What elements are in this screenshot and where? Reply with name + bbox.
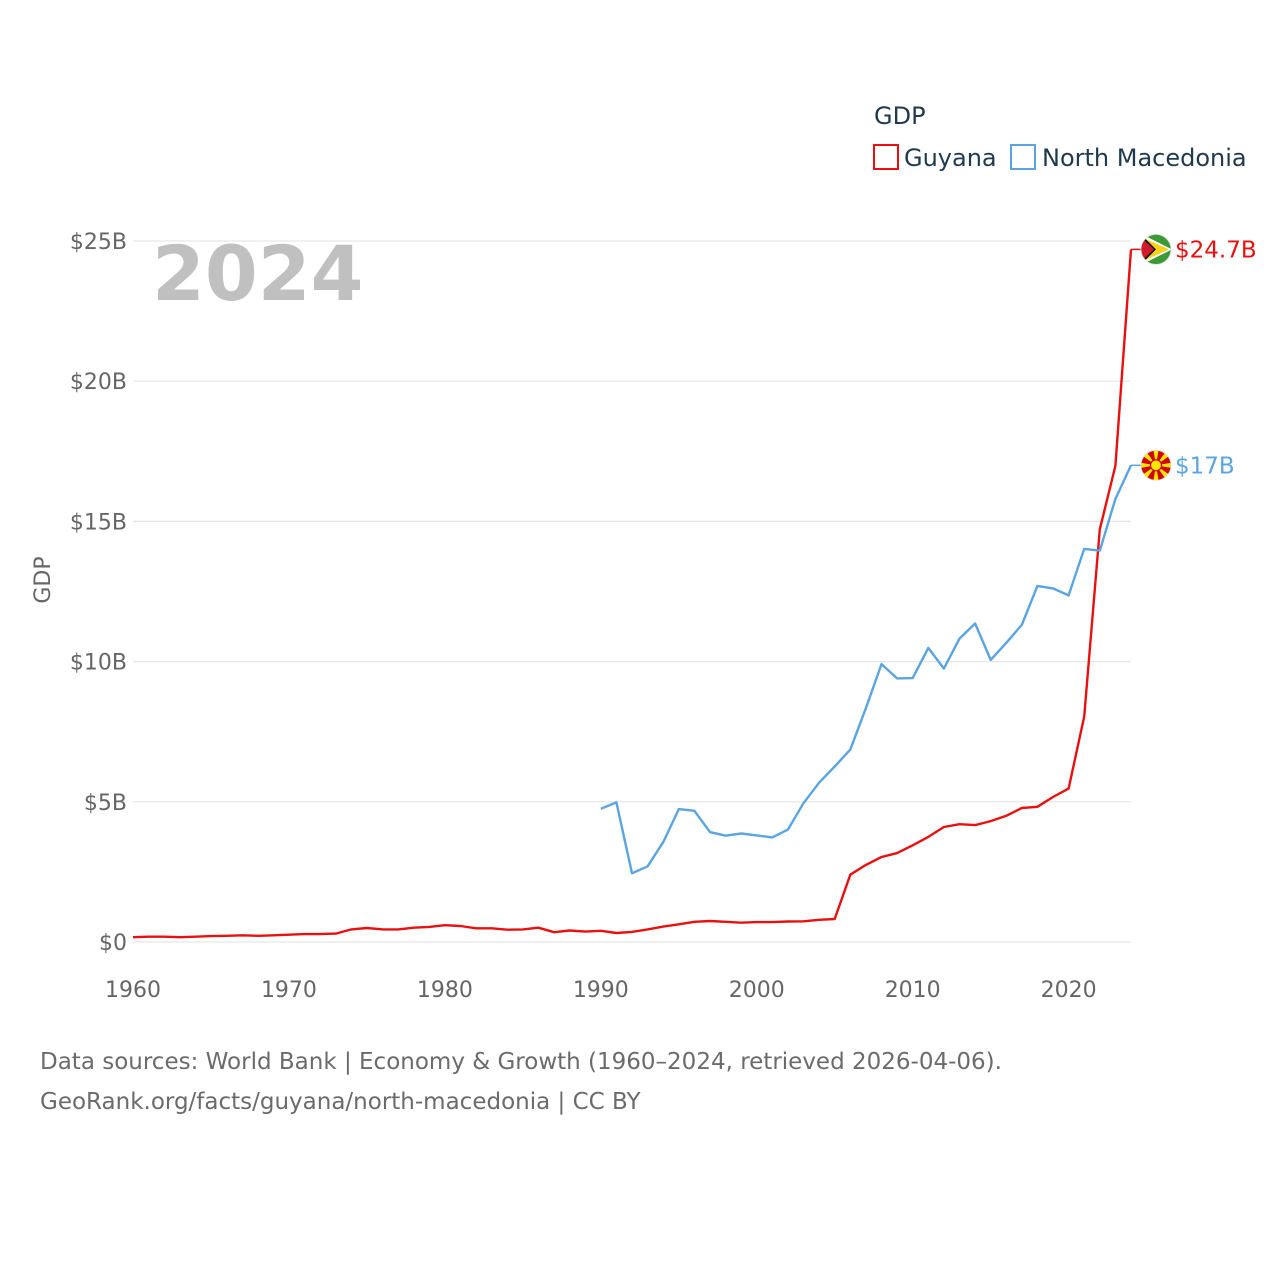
source-line-1: Data sources: World Bank | Economy & Gro…: [40, 1049, 1002, 1075]
y-axis-ticks: $0 $5B $10B $15B $20B $25B: [70, 230, 127, 956]
x-tick-label: 1990: [573, 978, 629, 1003]
legend-label-north-macedonia: North Macedonia: [1042, 144, 1247, 172]
x-tick-label: 1960: [105, 978, 161, 1003]
x-tick-label: 1970: [261, 978, 317, 1003]
y-tick-label: $15B: [70, 510, 127, 535]
legend-item-guyana[interactable]: Guyana: [873, 144, 997, 172]
x-tick-label: 2000: [729, 978, 785, 1003]
north-macedonia-flag-icon: [1140, 449, 1172, 481]
x-tick-label: 1980: [417, 978, 473, 1003]
legend-title: GDP: [874, 102, 926, 130]
x-axis-ticks: 1960 1970 1980 1990 2000 2010 2020: [105, 978, 1097, 1003]
legend: GDP Guyana North Macedonia: [873, 102, 1247, 172]
x-tick-label: 2010: [885, 978, 941, 1003]
y-tick-label: $10B: [70, 651, 127, 676]
y-tick-label: $0: [99, 931, 127, 956]
data-source-note: Data sources: World Bank | Economy & Gro…: [40, 1042, 1002, 1122]
source-line-2: GeoRank.org/facts/guyana/north-macedonia…: [40, 1089, 641, 1115]
legend-swatch-guyana: [873, 144, 899, 170]
legend-swatch-north-macedonia: [1010, 144, 1036, 170]
series-line-north-macedonia[interactable]: [600, 464, 1133, 875]
legend-item-north-macedonia[interactable]: North Macedonia: [1010, 144, 1247, 172]
y-axis-label: GDP: [31, 556, 56, 603]
y-tick-label: $5B: [84, 791, 127, 816]
end-value-label-guyana: $24.7B: [1175, 237, 1257, 263]
y-tick-label: $25B: [70, 230, 127, 255]
x-tick-label: 2020: [1041, 978, 1097, 1003]
legend-label-guyana: Guyana: [904, 144, 997, 172]
y-tick-label: $20B: [70, 370, 127, 395]
grid-lines: [133, 240, 1131, 943]
series-lines: [132, 249, 1133, 939]
series-end-markers: $24.7B $17B: [1131, 234, 1257, 481]
end-value-label-north-macedonia: $17B: [1175, 453, 1235, 479]
year-overlay: 2024: [152, 229, 364, 318]
guyana-flag-icon: [1140, 234, 1172, 265]
series-line-guyana[interactable]: [132, 249, 1133, 939]
